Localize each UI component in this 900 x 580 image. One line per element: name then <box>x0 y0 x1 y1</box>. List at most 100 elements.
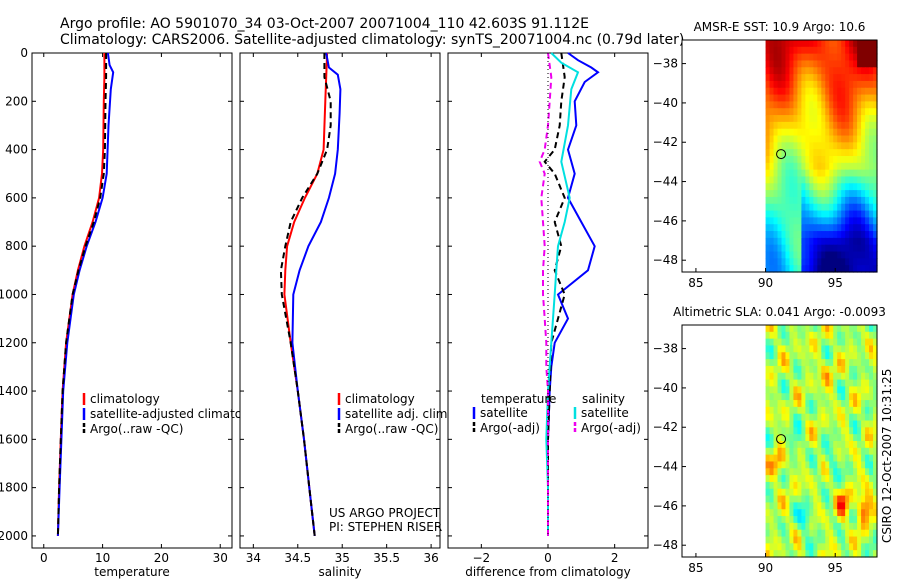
heatmap-cell <box>873 251 878 259</box>
heatmap-cell <box>785 258 791 266</box>
heatmap-cell <box>873 481 878 490</box>
heatmap-cell <box>857 331 862 340</box>
heatmap-cell <box>865 258 870 266</box>
heatmap-cell <box>793 94 799 103</box>
heatmap-cell <box>825 190 830 198</box>
heatmap-cell <box>781 94 787 103</box>
heatmap-cell <box>765 502 771 510</box>
heatmap-cell <box>853 488 858 497</box>
heatmap-cell <box>817 509 822 517</box>
heatmap-cell <box>837 420 842 428</box>
heatmap-cell <box>797 543 802 551</box>
heatmap-cell <box>797 379 802 388</box>
heatmap-cell <box>793 121 799 130</box>
legend-header-temperature: temperature <box>481 392 556 406</box>
heatmap-cell <box>765 550 771 558</box>
legend-argo: Argo(..raw -QC) <box>345 422 438 436</box>
heatmap-cell <box>801 183 806 191</box>
heatmap-cell <box>865 224 870 232</box>
heatmap-cell <box>817 156 822 164</box>
heatmap-cell <box>833 413 838 422</box>
heatmap-cell <box>841 101 846 109</box>
heatmap-cell <box>789 386 795 394</box>
heatmap-cell <box>841 481 846 490</box>
heatmap-cell <box>861 536 866 544</box>
heatmap-cell <box>829 536 834 544</box>
heatmap-cell <box>813 87 818 96</box>
heatmap-cell <box>837 237 842 246</box>
heatmap-cell <box>833 142 838 150</box>
profile-panel-salinity: 34 34.5 35 35.5 36salinityclimatologysatelli… <box>239 52 451 579</box>
heatmap-cell <box>817 502 822 510</box>
heatmap-cell <box>869 516 874 524</box>
heatmap-cell <box>801 40 806 48</box>
heatmap-cell <box>873 536 878 544</box>
heatmap-cell <box>789 427 795 435</box>
heatmap-cell <box>861 461 866 469</box>
heatmap-cell <box>869 74 874 82</box>
heatmap-cell <box>837 142 842 150</box>
heatmap-cell <box>837 400 842 408</box>
heatmap-cell <box>801 231 806 239</box>
heatmap-cell <box>805 53 810 62</box>
heatmap-cell <box>853 522 858 531</box>
heatmap-cell <box>853 345 858 353</box>
heatmap-cell <box>861 481 866 490</box>
heatmap-cell <box>829 509 834 517</box>
heatmap-cell <box>821 372 826 381</box>
heatmap-cell <box>853 413 858 422</box>
heatmap-cell <box>785 400 791 408</box>
heatmap-cell <box>793 40 799 48</box>
heatmap-cell <box>857 203 862 212</box>
heatmap-cell <box>865 169 870 178</box>
heatmap-cell <box>829 60 834 68</box>
heatmap-cell <box>841 176 846 184</box>
heatmap-cell <box>773 509 779 517</box>
heatmap-cell <box>777 365 783 374</box>
heatmap-cell <box>821 406 826 415</box>
heatmap-cell <box>765 258 771 266</box>
heatmap-cell <box>797 156 802 164</box>
heatmap-cell <box>805 265 810 273</box>
heatmap-cell <box>765 509 771 517</box>
heatmap-cell <box>821 121 826 130</box>
heatmap-cell <box>865 529 870 538</box>
heatmap-cell <box>841 115 846 123</box>
heatmap-cell <box>769 251 775 259</box>
heatmap-cell <box>793 258 799 266</box>
heatmap-cell <box>861 142 866 150</box>
heatmap-cell <box>837 434 842 442</box>
heatmap-cell <box>849 502 854 510</box>
heatmap-cell <box>809 190 814 198</box>
heatmap-cell <box>865 386 870 394</box>
heatmap-cell <box>833 379 838 388</box>
heatmap-cell <box>829 183 834 191</box>
heatmap-cell <box>813 217 818 225</box>
y-tick-label: 400 <box>5 143 28 157</box>
heatmap-cell <box>769 101 775 109</box>
heatmap-cell <box>861 265 866 273</box>
heatmap-cell <box>837 94 842 103</box>
heatmap-cell <box>841 251 846 259</box>
heatmap-cell <box>865 359 870 367</box>
heatmap-cell <box>789 502 795 510</box>
heatmap-cell <box>825 325 830 333</box>
heatmap-cell <box>849 345 854 353</box>
heatmap-cell <box>821 183 826 191</box>
argo-position-marker <box>776 434 787 445</box>
heatmap-cell <box>793 231 799 239</box>
heatmap-cell <box>769 543 775 551</box>
heatmap-cell <box>861 488 866 497</box>
heatmap-cell <box>801 196 806 205</box>
heatmap-cell <box>837 441 842 449</box>
heatmap-cell <box>801 406 806 415</box>
heatmap-cell <box>809 461 814 469</box>
y-tick-label: 1600 <box>0 432 28 446</box>
heatmap-cell <box>781 502 787 510</box>
heatmap-cell <box>817 331 822 340</box>
heatmap-cell <box>841 40 846 48</box>
heatmap-cell <box>873 128 878 137</box>
heatmap-cell <box>833 502 838 510</box>
x-tick-label: 95 <box>828 561 843 575</box>
heatmap-cell <box>785 406 791 415</box>
